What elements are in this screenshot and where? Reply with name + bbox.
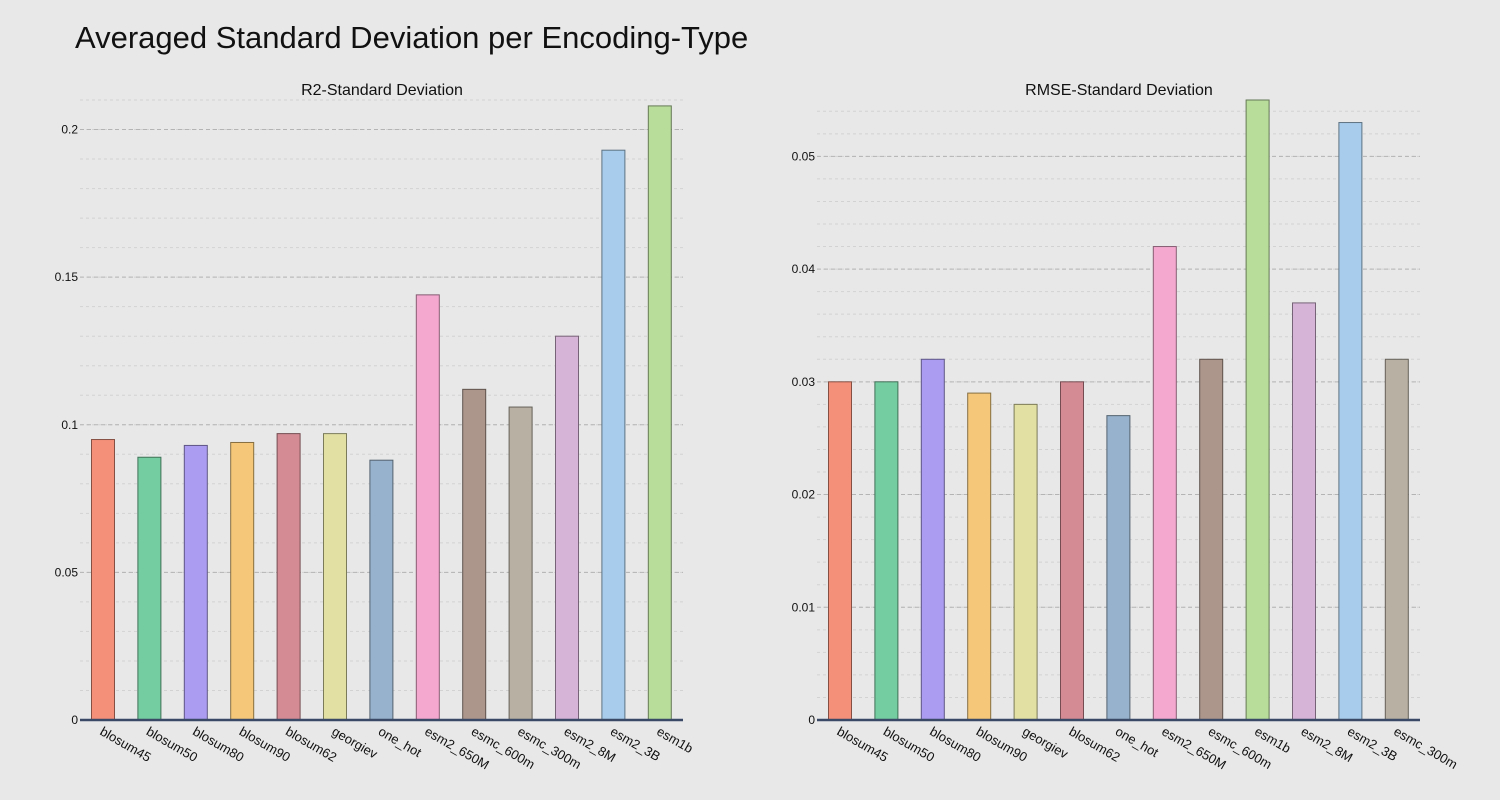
bar-one_hot — [369, 459, 394, 721]
y-tick-label: 0.05 — [55, 565, 79, 579]
x-tick-label: blosum50 — [881, 724, 937, 765]
x-tick-label: one_hot — [376, 724, 425, 761]
bar-esm2_3B — [601, 149, 626, 721]
x-tick-label: blosum90 — [974, 724, 1030, 765]
bar-esm2_8M — [555, 335, 579, 721]
rmse-std-chart: RMSE-Standard Deviation 0 0.01 0.02 0.03 0.04… — [792, 82, 1460, 772]
bar-esm2_3B — [1338, 122, 1363, 721]
bar-one_hot — [1106, 415, 1131, 721]
y-tick-label: 0.05 — [792, 149, 816, 163]
chart-title: RMSE-Standard Deviation — [1025, 82, 1213, 99]
page-title: Averaged Standard Deviation per Encoding… — [75, 20, 749, 55]
bar-blosum50 — [137, 456, 162, 721]
x-tick-label: blosum50 — [144, 724, 200, 765]
y-tick-label: 0.2 — [61, 123, 78, 137]
x-tick-label: blosum62 — [283, 724, 339, 765]
x-tick-label: esmc_300m — [1391, 724, 1460, 772]
bar-georgiev — [323, 433, 347, 721]
x-tick-label: georgiev — [330, 724, 381, 762]
bar-esmc_300m — [1384, 358, 1409, 721]
x-tick-label: blosum80 — [927, 724, 983, 765]
x-tick-label: blosum90 — [237, 724, 293, 765]
y-tick-label: 0 — [71, 713, 78, 727]
y-tick-label: 0.1 — [61, 418, 78, 432]
bar-esm2_650M — [415, 294, 440, 721]
x-tick-label: georgiev — [1020, 724, 1071, 762]
x-tick-label: blosum80 — [190, 724, 246, 765]
bar-blosum90 — [967, 392, 992, 721]
bar-blosum45 — [91, 439, 115, 721]
bar-esmc_600m — [1199, 358, 1224, 721]
bar-esmc_600m — [462, 388, 487, 721]
bar-esm2_8M — [1292, 302, 1316, 721]
bar-blosum90 — [230, 441, 255, 721]
x-tick-label: blosum62 — [1067, 724, 1123, 765]
bar-esm1b — [647, 105, 672, 721]
bar-esm2_650M — [1152, 246, 1177, 721]
r2-std-chart: R2-Standard Deviation 0 0.05 0.1 0.15 0.2 blos… — [55, 82, 696, 772]
bar-georgiev — [1013, 403, 1038, 721]
bar-blosum45 — [828, 381, 852, 721]
bar-blosum62 — [1060, 381, 1084, 721]
bar-esm1b — [1245, 99, 1270, 721]
bar-blosum62 — [276, 433, 301, 721]
x-tick-label: esm2_3B — [1345, 724, 1400, 764]
x-tick-label: blosum45 — [98, 724, 154, 765]
bar-blosum50 — [874, 381, 899, 721]
y-tick-label: 0.04 — [792, 262, 816, 276]
bar-blosum80 — [920, 358, 945, 721]
chart-title: R2-Standard Deviation — [301, 82, 463, 99]
x-tick-label: blosum45 — [835, 724, 891, 765]
y-tick-label: 0.01 — [792, 600, 816, 614]
x-tick-label: esm2_3B — [608, 724, 663, 764]
y-tick-label: 0.03 — [792, 375, 816, 389]
y-tick-label: 0.15 — [55, 270, 79, 284]
y-tick-label: 0 — [808, 713, 815, 727]
bar-blosum80 — [183, 444, 208, 721]
x-tick-label: esm2_8M — [1299, 724, 1356, 766]
y-tick-label: 0.02 — [792, 488, 816, 502]
bar-esmc_300m — [508, 406, 533, 721]
